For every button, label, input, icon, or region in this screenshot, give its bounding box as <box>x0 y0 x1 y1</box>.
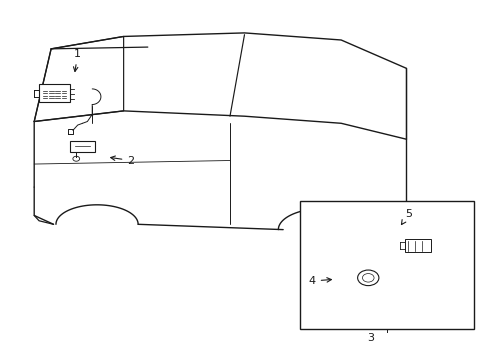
Bar <box>70 141 95 152</box>
Bar <box>39 84 70 102</box>
Bar <box>300 201 473 329</box>
Text: 1: 1 <box>73 49 81 72</box>
Bar <box>404 239 430 252</box>
Text: 3: 3 <box>366 333 373 343</box>
Text: 5: 5 <box>401 209 411 225</box>
Text: 2: 2 <box>110 156 134 166</box>
Text: 4: 4 <box>308 276 331 286</box>
